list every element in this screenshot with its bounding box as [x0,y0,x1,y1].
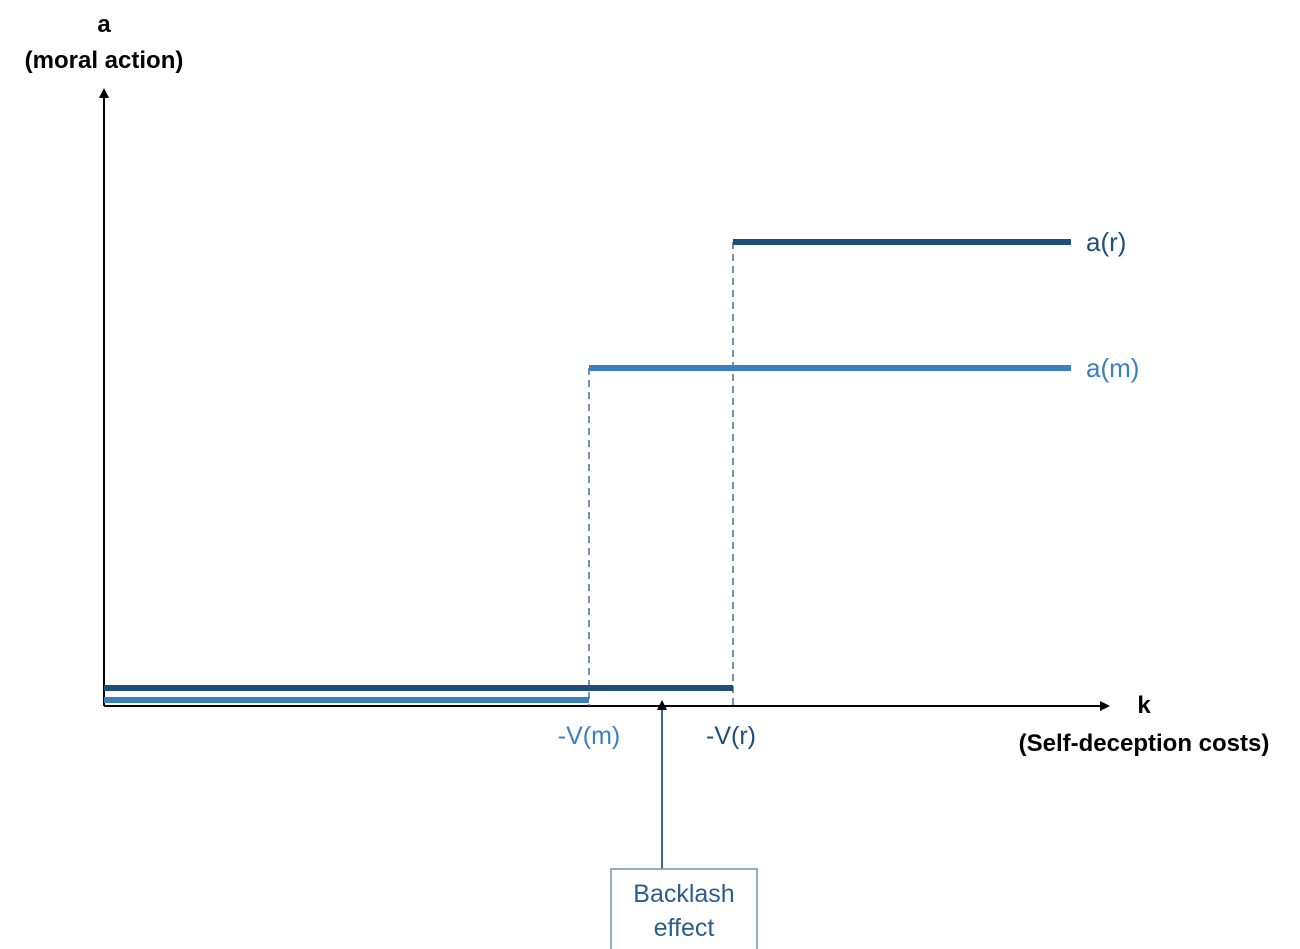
y-axis-name: (moral action) [25,47,184,74]
annotation-box [610,868,758,949]
annotation-text-line1: Backlash [633,880,734,908]
threshold-label-r: -V(r) [706,722,756,750]
series-m-label: a(m) [1086,353,1139,383]
annotation-text-line2: effect [654,914,715,942]
y-axis-symbol: a [97,11,111,38]
series-r-label: a(r) [1086,227,1126,257]
x-axis-symbol: k [1137,692,1151,719]
threshold-label-m: -V(m) [558,722,620,750]
x-axis-name: (Self-deception costs) [1019,730,1270,757]
